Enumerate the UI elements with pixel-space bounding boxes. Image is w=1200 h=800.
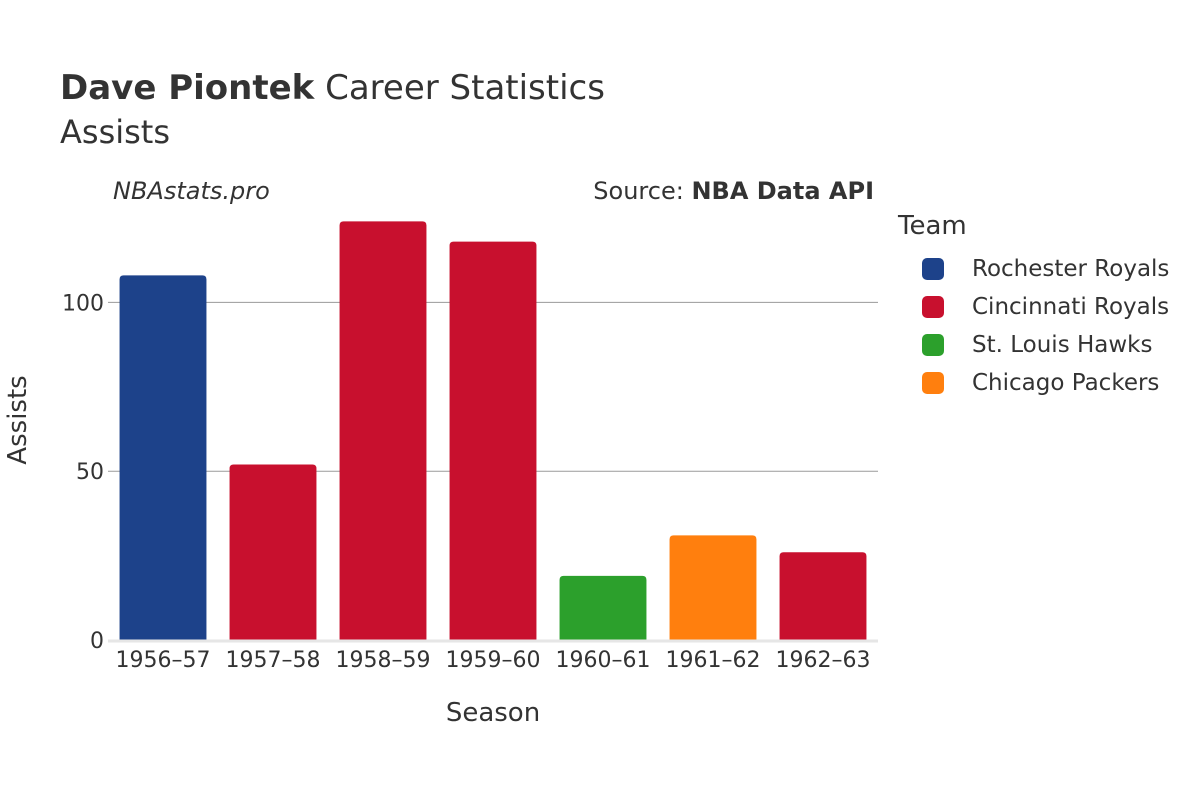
source-credit: Source: NBA Data API — [593, 176, 874, 206]
chart-title-player: Dave Piontek — [60, 68, 315, 108]
legend-items: Rochester Royals Cincinnati Royals St. Lou… — [898, 250, 1169, 402]
chart-subtitle: Assists — [60, 113, 171, 151]
x-tick-label: 1962–63 — [776, 648, 871, 673]
bar[interactable] — [339, 221, 427, 640]
y-tick-label: 0 — [90, 629, 104, 654]
x-tick-label: 1961–62 — [666, 648, 761, 673]
legend-item[interactable]: St. Louis Hawks — [922, 326, 1169, 364]
chart-title: Dave Piontek Career Statistics — [60, 68, 605, 108]
axes: 0 50 100 1956–57 1957–58 1958–59 1959–60 1960–6… — [62, 291, 878, 673]
watermark: NBAstats.pro — [113, 177, 270, 205]
legend-swatch — [922, 258, 944, 280]
y-axis-title: Assists — [3, 375, 33, 464]
legend-swatch — [922, 334, 944, 356]
legend-item[interactable]: Cincinnati Royals — [922, 288, 1169, 326]
legend-title: Team — [898, 211, 967, 241]
bar[interactable] — [559, 575, 647, 640]
y-tick-label: 100 — [62, 291, 104, 316]
bar[interactable] — [449, 241, 537, 640]
legend: Team Rochester Royals Cincinnati Royals St… — [898, 210, 1169, 402]
legend-label: St. Louis Hawks — [972, 332, 1153, 358]
bars — [119, 221, 867, 640]
x-tick-label: 1957–58 — [226, 648, 321, 673]
chart-title-rest: Career Statistics — [314, 68, 605, 108]
x-tick-label: 1956–57 — [116, 648, 211, 673]
x-tick-label: 1958–59 — [336, 648, 431, 673]
x-tick-label: 1960–61 — [556, 648, 651, 673]
legend-item[interactable]: Chicago Packers — [922, 364, 1169, 402]
legend-label: Cincinnati Royals — [972, 294, 1170, 320]
bar[interactable] — [669, 535, 757, 640]
bar[interactable] — [229, 464, 317, 640]
source-name: NBA Data API — [691, 177, 874, 205]
source-prefix: Source: — [593, 177, 692, 205]
legend-swatch — [922, 296, 944, 318]
bar[interactable] — [779, 552, 867, 640]
x-axis-title: Season — [446, 698, 540, 728]
y-tick-label: 50 — [76, 460, 104, 485]
legend-label: Rochester Royals — [972, 256, 1170, 282]
x-tick-label: 1959–60 — [446, 648, 541, 673]
bar[interactable] — [119, 275, 207, 640]
legend-swatch — [922, 372, 944, 394]
legend-label: Chicago Packers — [972, 370, 1160, 396]
legend-item[interactable]: Rochester Royals — [922, 250, 1169, 288]
